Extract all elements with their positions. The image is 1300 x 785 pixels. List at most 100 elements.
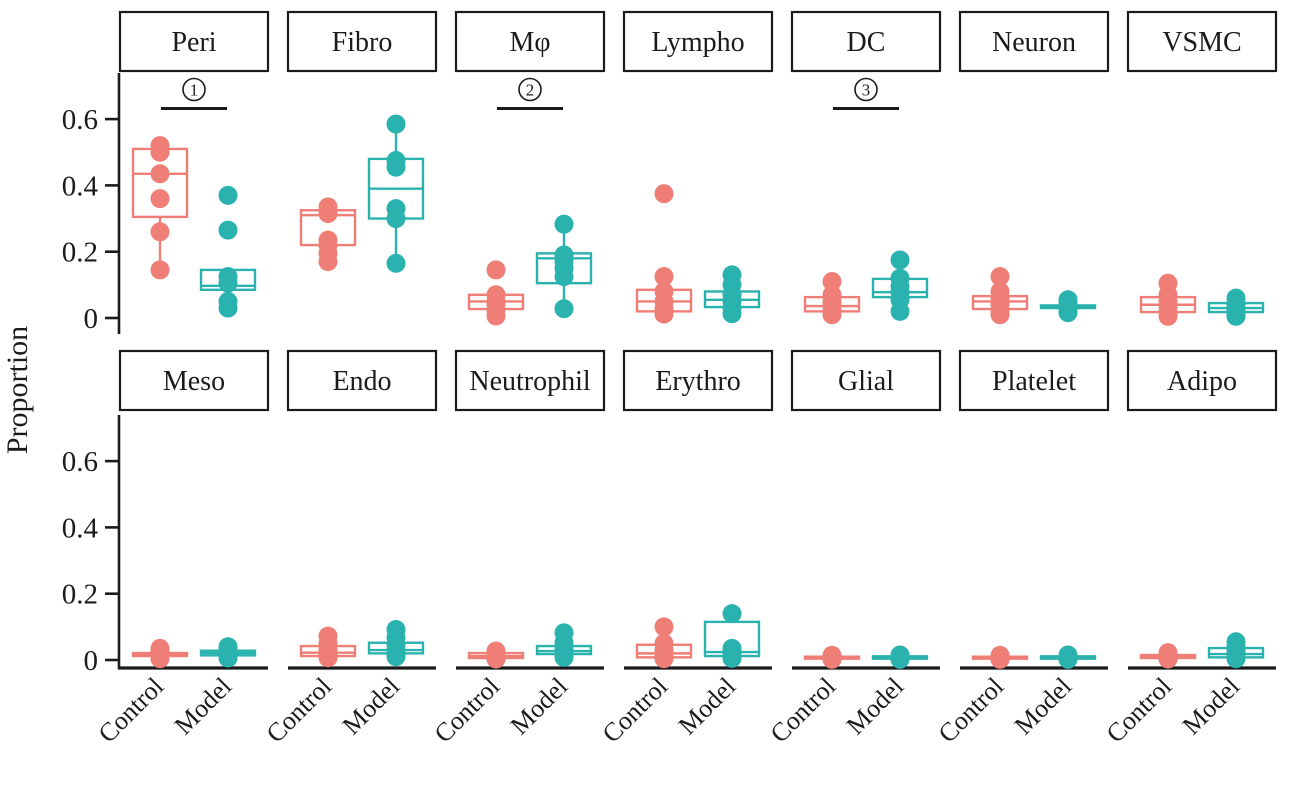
data-point-model (386, 253, 406, 273)
x-axis-group-label: Model (673, 672, 742, 741)
facet-label: Peri (171, 27, 216, 58)
facet-header-box (286, 10, 438, 73)
y-axis-tick-label: 0.2 (62, 579, 98, 611)
significance-circle (518, 77, 542, 102)
facet-header-box (622, 349, 774, 412)
facet-label: Neutrophil (469, 366, 591, 397)
data-point-control (150, 649, 170, 669)
data-point-control (654, 617, 674, 637)
y-axis-title: Proportion (1, 326, 34, 454)
facet-header-box (1126, 10, 1278, 73)
x-axis-group-label: Control (765, 672, 842, 749)
data-point-control (822, 305, 842, 325)
y-axis-tick-label: 0.4 (62, 170, 99, 202)
y-axis-tick-label: 0.2 (62, 237, 98, 269)
data-point-model (218, 220, 238, 240)
y-axis-tick-label: 0.4 (62, 512, 99, 544)
data-point-model (554, 299, 574, 319)
x-axis-group-label: Control (93, 672, 170, 749)
data-point-control (654, 649, 674, 669)
x-axis-group-label: Control (597, 672, 674, 749)
data-point-model (1226, 306, 1246, 326)
data-point-control (150, 142, 170, 162)
facet-header-box (790, 10, 942, 73)
data-point-model (218, 273, 238, 293)
facet-header-box (1126, 349, 1278, 412)
data-point-control (990, 267, 1010, 287)
facet-label: Platelet (992, 366, 1076, 397)
data-point-model (890, 250, 910, 270)
data-point-model (218, 298, 238, 318)
facet-header-box (118, 10, 270, 73)
facet-label: Erythro (655, 366, 741, 397)
facet-header-box (286, 349, 438, 412)
data-point-control (150, 260, 170, 280)
significance-number: 1 (190, 80, 199, 99)
facet-label: Mφ (509, 27, 550, 58)
data-point-model (218, 185, 238, 205)
y-axis-tick-label: 0 (84, 303, 99, 335)
data-point-model (386, 647, 406, 667)
data-point-control (486, 649, 506, 669)
facet-label: Endo (332, 366, 391, 397)
facet-header-box (118, 349, 270, 412)
data-point-control (822, 649, 842, 669)
facet-label: Glial (838, 366, 894, 397)
data-point-model (1058, 303, 1078, 323)
data-point-control (822, 272, 842, 292)
data-point-model (722, 604, 742, 624)
data-point-control (654, 304, 674, 324)
data-point-control (318, 252, 338, 272)
facet-label: Adipo (1167, 366, 1237, 397)
data-point-control (150, 189, 170, 209)
data-point-model (554, 647, 574, 667)
data-point-control (150, 222, 170, 242)
data-point-control (654, 184, 674, 204)
facet-header-box (958, 10, 1110, 73)
x-axis-group-label: Control (1101, 672, 1178, 749)
y-axis-tick-label: 0.6 (62, 104, 98, 136)
data-point-control (318, 204, 338, 224)
data-point-model (218, 648, 238, 668)
chart-generated-content: 0 0.2 0.4 0.6 Peri 1 Fibro Mφ 2 Lympho DC 3 Neuron VS… (62, 10, 1278, 749)
significance-number: 2 (526, 80, 535, 99)
data-point-model (386, 157, 406, 177)
y-axis-tick-label: 0.6 (62, 446, 98, 478)
data-point-control (318, 648, 338, 668)
x-axis-group-label: Model (841, 672, 910, 741)
facet-label: Lympho (651, 27, 744, 58)
data-point-model (722, 648, 742, 668)
data-point-control (1158, 649, 1178, 669)
x-axis-group-label: Control (261, 672, 338, 749)
data-point-control (486, 306, 506, 326)
x-axis-group-label: Model (1177, 672, 1246, 741)
facet-label: VSMC (1162, 27, 1241, 58)
x-axis-group-label: Model (1009, 672, 1078, 741)
facet-header-box (622, 10, 774, 73)
data-point-model (554, 214, 574, 234)
data-point-model (890, 649, 910, 669)
data-point-model (1058, 649, 1078, 669)
y-axis-tick-label: 0 (84, 645, 99, 677)
significance-circle (854, 77, 878, 102)
x-axis-group-label: Model (169, 672, 238, 741)
facet-label: Meso (163, 366, 225, 397)
facet-header-box (958, 349, 1110, 412)
facet-header-box (790, 349, 942, 412)
data-point-control (654, 267, 674, 287)
data-point-control (1158, 306, 1178, 326)
data-point-model (1226, 649, 1246, 669)
x-axis-group-label: Control (933, 672, 1010, 749)
facet-header-box (454, 349, 606, 412)
facet-label: DC (847, 27, 886, 58)
data-point-model (554, 267, 574, 287)
significance-number: 3 (862, 80, 871, 99)
data-point-model (722, 304, 742, 324)
data-point-control (990, 649, 1010, 669)
data-point-control (486, 260, 506, 280)
data-point-control (990, 305, 1010, 325)
x-axis-group-label: Model (337, 672, 406, 741)
data-point-control (150, 164, 170, 184)
